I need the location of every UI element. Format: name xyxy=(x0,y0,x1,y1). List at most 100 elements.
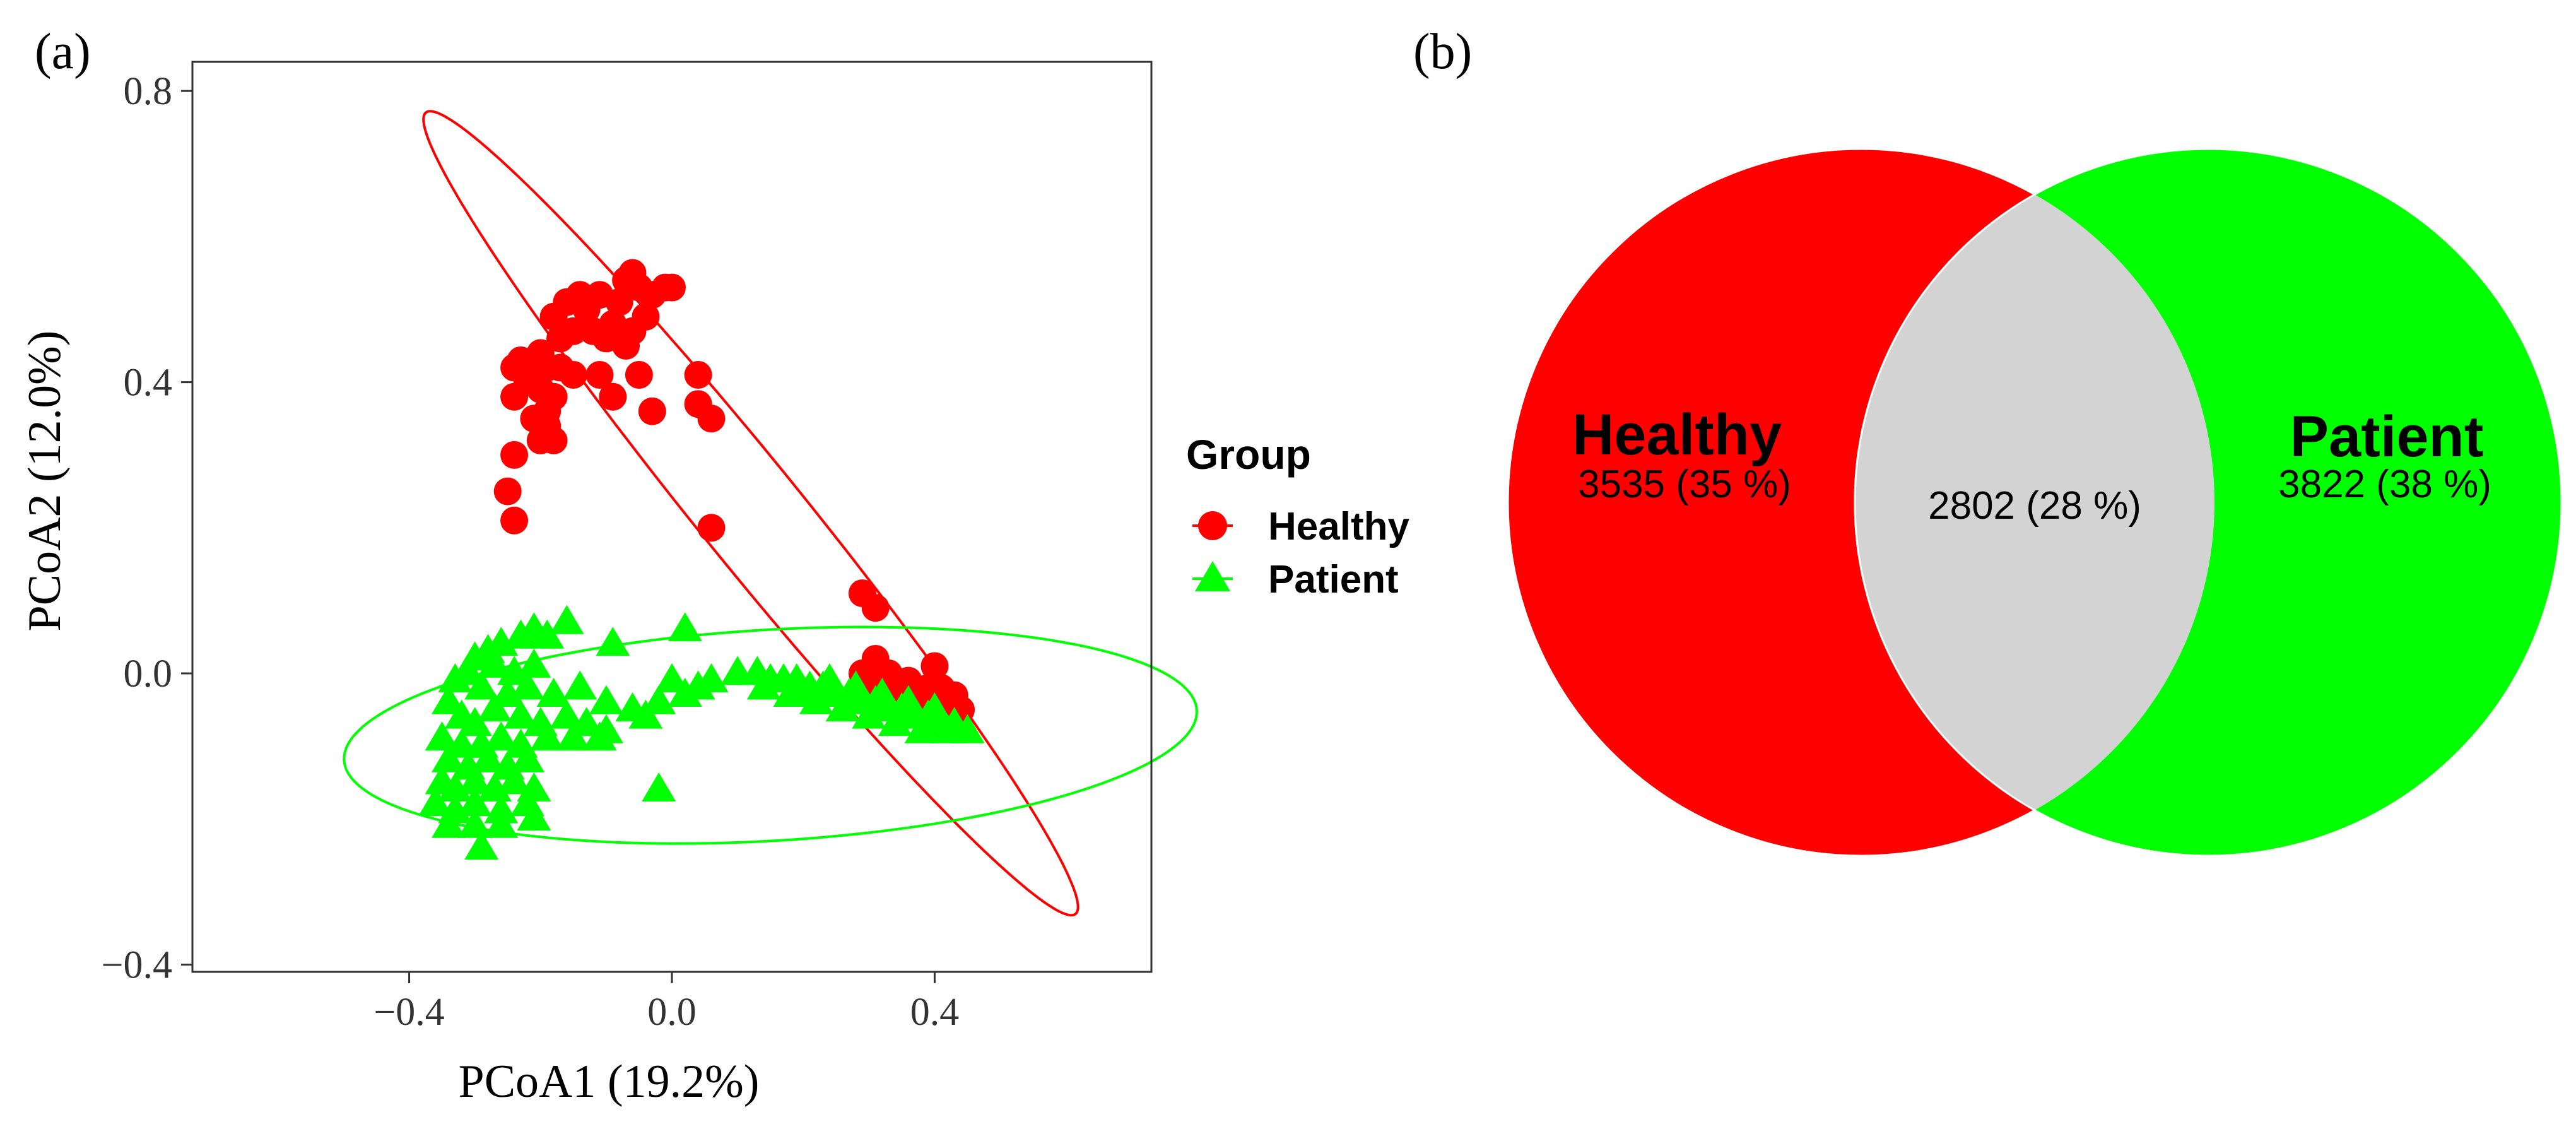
point-patient xyxy=(432,808,466,838)
point-patient xyxy=(878,707,912,736)
point-patient xyxy=(497,765,532,795)
y-tick-label: 0.8 xyxy=(124,70,173,113)
point-patient xyxy=(477,692,512,722)
point-patient xyxy=(746,670,781,700)
point-patient xyxy=(865,678,900,707)
point-patient xyxy=(503,699,538,729)
point-patient xyxy=(825,692,860,722)
point-healthy xyxy=(625,361,653,389)
point-healthy xyxy=(612,331,640,360)
pcoa-scatter-plot: −0.4 0.0 0.4 −0.4 0.0 0.4 0.8 PCoA1 (19.2%) P… xyxy=(19,61,1198,1108)
legend-item-patient: Patient xyxy=(1192,558,1399,601)
point-healthy xyxy=(697,405,726,433)
x-axis-label: PCoA1 (19.2%) xyxy=(459,1056,760,1108)
y-tick-label: −0.4 xyxy=(102,943,172,986)
x-axis: −0.4 0.0 0.4 xyxy=(373,972,959,1034)
point-patient xyxy=(917,692,952,722)
point-patient xyxy=(569,707,604,736)
point-patient xyxy=(457,707,492,736)
scatter-points xyxy=(418,259,985,860)
point-patient xyxy=(510,670,544,700)
venn-patient-count: 3822 (38 %) xyxy=(2278,463,2491,506)
point-patient xyxy=(471,743,505,772)
point-patient xyxy=(457,808,492,838)
point-patient xyxy=(517,648,551,678)
point-patient xyxy=(484,794,519,824)
point-patient xyxy=(596,627,630,656)
x-tick-label: 0.0 xyxy=(647,991,697,1034)
panel-b-label: (b) xyxy=(1413,24,1472,80)
point-healthy xyxy=(861,594,890,622)
point-patient xyxy=(582,721,617,751)
point-healthy xyxy=(546,324,574,353)
point-patient xyxy=(457,787,492,817)
point-patient xyxy=(668,678,702,707)
point-patient xyxy=(425,721,459,751)
legend: Group Healthy Patient xyxy=(1186,431,1409,601)
point-patient xyxy=(464,670,499,700)
point-patient xyxy=(550,605,584,634)
point-healthy xyxy=(500,506,529,535)
point-patient xyxy=(484,808,519,838)
venn-diagram: Healthy 3535 (35 %) 2802 (28 %) Patient … xyxy=(1507,148,2563,857)
venn-patient-name: Patient xyxy=(2290,405,2484,469)
point-healthy xyxy=(658,273,686,302)
point-patient xyxy=(484,721,519,751)
venn-overlap-region xyxy=(1854,149,2214,856)
y-axis-label: PCoA2 (12.0%) xyxy=(19,331,71,632)
point-patient xyxy=(432,743,466,772)
venn-healthy-name: Healthy xyxy=(1572,403,1782,467)
point-patient xyxy=(642,772,676,801)
point-healthy xyxy=(920,652,949,680)
point-patient xyxy=(556,721,591,751)
venn-healthy-count: 3535 (35 %) xyxy=(1578,463,1791,506)
point-patient xyxy=(668,612,702,642)
point-patient xyxy=(530,619,565,649)
point-patient xyxy=(457,765,492,795)
point-patient xyxy=(812,663,847,692)
y-tick-label: 0.4 xyxy=(124,362,173,405)
x-tick-label: −0.4 xyxy=(373,991,444,1034)
point-healthy xyxy=(500,440,529,469)
point-healthy xyxy=(559,361,587,389)
point-healthy xyxy=(605,288,633,316)
legend-healthy-marker xyxy=(1198,511,1227,540)
x-tick-label: 0.4 xyxy=(910,991,960,1034)
venn-overlap-count: 2802 (28 %) xyxy=(1928,484,2141,528)
point-healthy xyxy=(585,361,614,389)
point-patient xyxy=(418,787,453,817)
point-patient xyxy=(510,743,544,772)
point-patient xyxy=(517,801,551,831)
y-tick-label: 0.0 xyxy=(124,653,173,695)
point-patient xyxy=(438,663,473,692)
point-patient xyxy=(904,714,939,743)
point-healthy xyxy=(697,514,726,542)
point-patient xyxy=(477,648,512,678)
ellipse-patient xyxy=(343,625,1198,845)
point-healthy xyxy=(500,382,529,411)
point-patient xyxy=(694,663,729,692)
point-patient xyxy=(503,619,538,649)
point-patient xyxy=(536,678,571,707)
legend-patient-marker xyxy=(1195,561,1230,591)
point-healthy xyxy=(539,426,568,454)
point-healthy xyxy=(539,302,568,331)
point-patient xyxy=(530,721,565,751)
legend-item-healthy: Healthy xyxy=(1192,505,1409,548)
point-patient xyxy=(642,685,676,714)
legend-title: Group xyxy=(1186,431,1311,478)
point-patient xyxy=(891,685,926,714)
point-patient xyxy=(464,830,499,860)
point-healthy xyxy=(572,295,601,324)
point-patient xyxy=(931,714,965,743)
point-healthy xyxy=(493,477,522,505)
point-patient xyxy=(786,678,821,707)
point-healthy xyxy=(638,397,666,425)
legend-patient-label: Patient xyxy=(1268,558,1399,601)
point-patient xyxy=(589,685,623,714)
panel-a-label: (a) xyxy=(35,24,91,80)
point-patient xyxy=(550,699,584,729)
point-patient xyxy=(655,663,689,692)
point-patient xyxy=(432,685,466,714)
